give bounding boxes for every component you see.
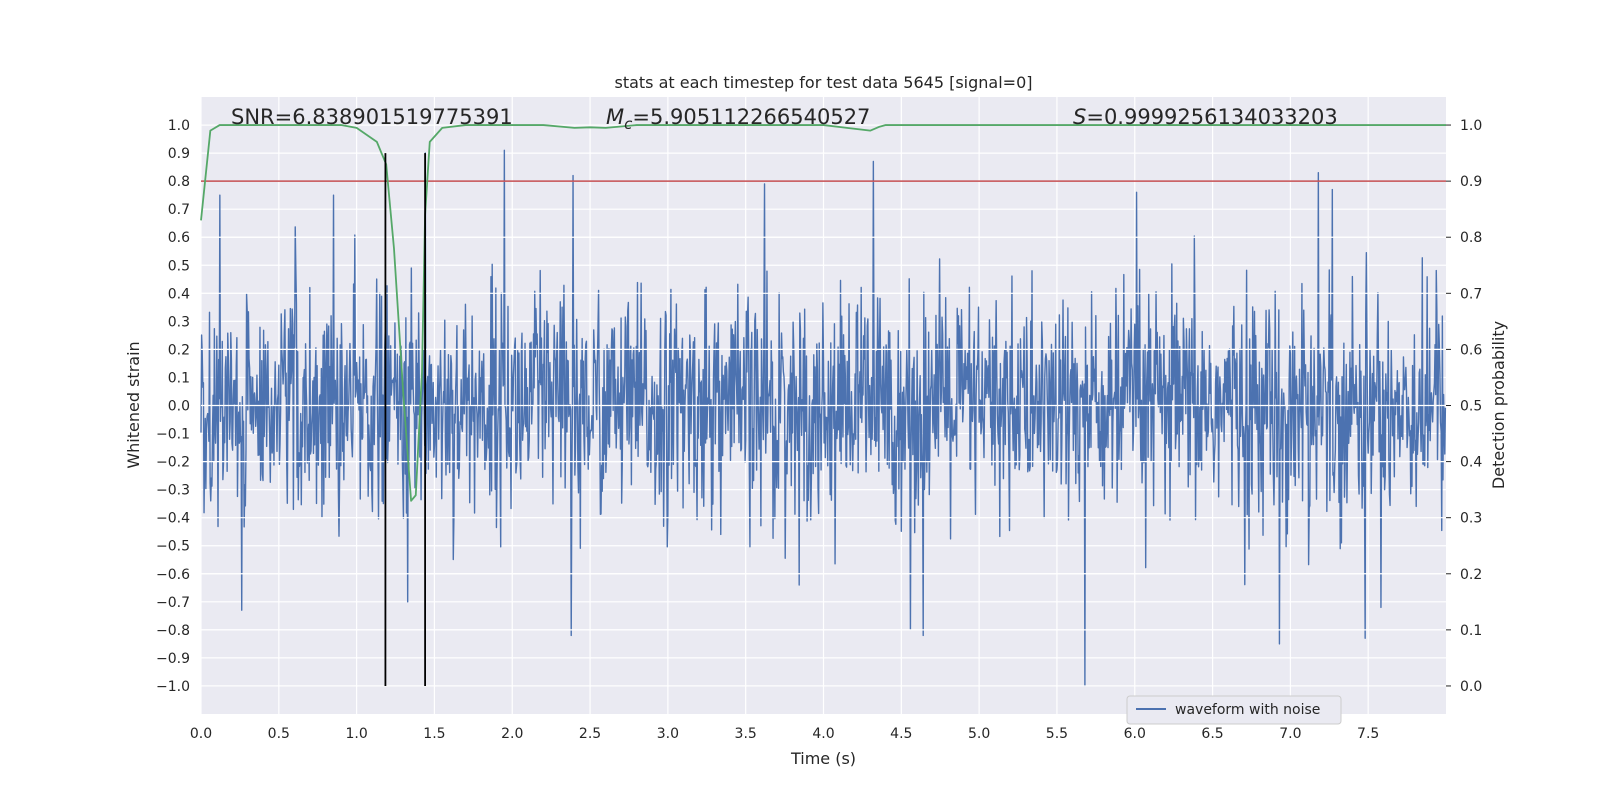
y-right-tick-label: 0.5 (1460, 399, 1482, 415)
y-tick-label: −0.6 (156, 567, 190, 583)
y-tick-label: 0.7 (168, 202, 190, 218)
y-tick-label: −0.4 (156, 511, 190, 527)
right-axis-grid (201, 124, 1446, 687)
y-tick-label: −0.8 (156, 623, 190, 639)
x-tick-label: 4.5 (890, 726, 912, 742)
x-tick-label: 2.5 (579, 726, 601, 742)
y-right-tick-label: 0.7 (1460, 286, 1482, 302)
y-tick-label: 1.0 (168, 118, 190, 134)
detection-probability-line (200, 124, 1446, 502)
y-tick-label: 0.0 (168, 399, 190, 415)
y-right-tick-label: 0.4 (1460, 455, 1482, 471)
chart-title: stats at each timestep for test data 564… (614, 73, 1032, 92)
y-axis-label: Whitened strain (124, 341, 143, 468)
x-tick-label: 6.5 (1201, 726, 1223, 742)
chirp-mass-annotation: Mc=5.905112266540527 (606, 105, 870, 133)
y-tick-label: −0.5 (156, 539, 190, 555)
x-tick-label: 0.0 (190, 726, 212, 742)
y-tick-label: −0.2 (156, 455, 190, 471)
x-axis-label: Time (s) (790, 749, 856, 768)
x-tick-label: 5.5 (1046, 726, 1068, 742)
waveform-line (200, 149, 1447, 687)
chirp-mass-symbol: M (606, 105, 624, 129)
x-tick-label: 7.5 (1357, 726, 1379, 742)
chirp-mass-value: =5.905112266540527 (632, 105, 870, 129)
x-tick-label: 6.0 (1124, 726, 1146, 742)
y-right-tick-label: 0.6 (1460, 342, 1482, 358)
waveform-series (200, 149, 1447, 687)
y-tick-label: −0.3 (156, 483, 190, 499)
y-tick-label: 0.4 (168, 286, 190, 302)
y-right-tick-label: 0.9 (1460, 174, 1482, 190)
y-tick-label: 0.8 (168, 174, 190, 190)
y-tick-label: 0.1 (168, 370, 190, 386)
tick-labels: 0.0 0.5 1.0 1.5 2.0 2.5 3.0 3.5 4.0 4.5 5.0 5.5 6.0 6… (156, 118, 1482, 742)
x-tick-label: 1.5 (423, 726, 445, 742)
x-tick-label: 0.5 (268, 726, 290, 742)
y-right-tick-label: 0.2 (1460, 567, 1482, 583)
y-tick-label: 0.2 (168, 342, 190, 358)
legend-box (1126, 695, 1342, 725)
y-tick-label: 0.6 (168, 230, 190, 246)
y-right-tick-label: 0.0 (1460, 679, 1482, 695)
y-tick-label: −1.0 (156, 679, 190, 695)
x-tick-label: 3.0 (657, 726, 679, 742)
s-value: =0.9999256134033203 (1086, 105, 1337, 129)
overlays (200, 124, 1446, 686)
y-right-tick-label: 0.8 (1460, 230, 1482, 246)
y-tick-label: −0.1 (156, 427, 190, 443)
x-tick-label: 3.5 (735, 726, 757, 742)
chirp-mass-subscript: c (624, 115, 633, 133)
y-right-axis-label: Detection probability (1489, 321, 1508, 489)
s-symbol: S (1073, 105, 1086, 129)
x-tick-label: 1.0 (345, 726, 367, 742)
y-right-tick-label: 1.0 (1460, 118, 1482, 134)
y-tick-label: 0.5 (168, 258, 190, 274)
legend-label: waveform with noise (1175, 702, 1320, 718)
y-tick-label: 0.9 (168, 146, 190, 162)
s-annotation: S=0.9999256134033203 (1073, 105, 1338, 129)
x-tick-label: 7.0 (1279, 726, 1301, 742)
y-right-tick-label: 0.3 (1460, 511, 1482, 527)
x-tick-label: 5.0 (968, 726, 990, 742)
x-tick-label: 4.0 (812, 726, 834, 742)
legend: waveform with noise (1126, 695, 1342, 725)
y-tick-label: −0.7 (156, 595, 190, 611)
x-tick-label: 2.0 (501, 726, 523, 742)
y-tick-label: 0.3 (168, 314, 190, 330)
y-right-tick-label: 0.1 (1460, 623, 1482, 639)
y-tick-label: −0.9 (156, 651, 190, 667)
snr-annotation: SNR=6.838901519775391 (231, 105, 513, 129)
